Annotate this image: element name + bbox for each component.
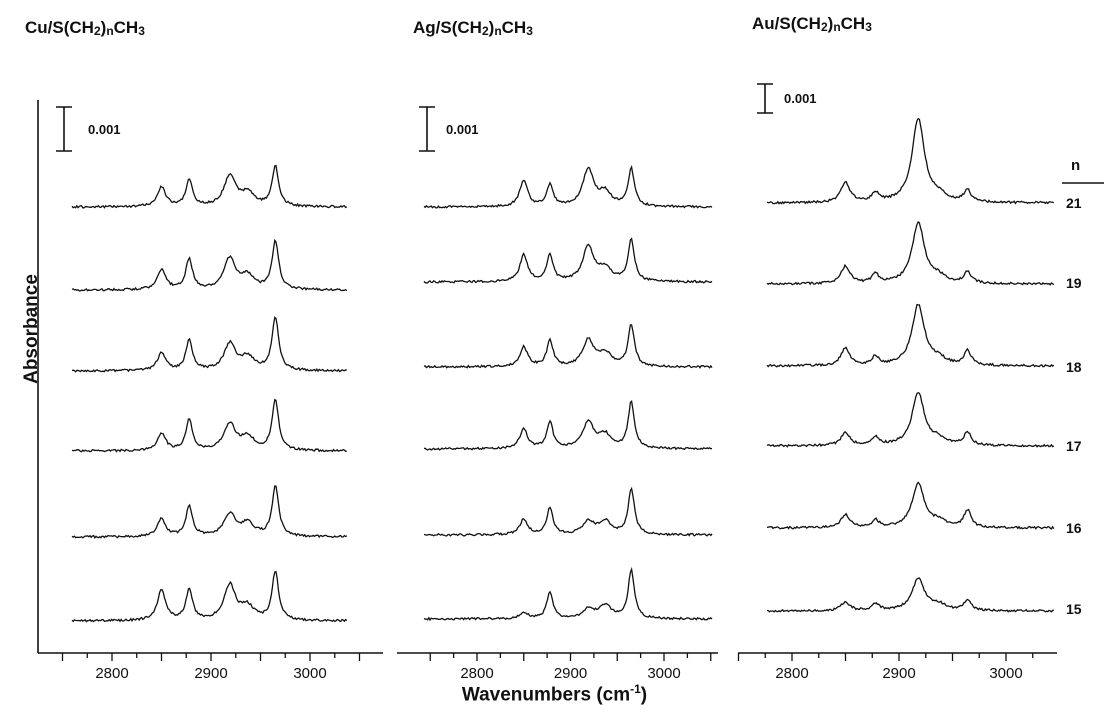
n-label: 18: [1066, 359, 1082, 375]
spectrum-cu-n21: [71, 164, 348, 209]
n-header: n: [1071, 157, 1081, 174]
spectrum-ag-n18: [423, 324, 713, 369]
spectrum-au-n21: [766, 117, 1055, 205]
spectrum-au-n15: [766, 577, 1054, 613]
spectrum-cu-n16: [71, 485, 348, 539]
spectrum-cu-n19: [71, 238, 348, 292]
x-tick-label: 2800: [460, 665, 493, 682]
x-tick-label: 2800: [775, 665, 808, 682]
panel-title-au: Au/S(CH2)nCH3: [752, 14, 872, 34]
x-tick-label: 2900: [882, 665, 915, 682]
spectrum-au-n16: [766, 481, 1055, 530]
panel-title-cu: Cu/S(CH2)nCH3: [25, 18, 145, 38]
scale-bar-ag: [419, 106, 435, 152]
scale-bar-au: [757, 83, 773, 114]
scale-bar-label-cu: 0.001: [88, 122, 121, 137]
spectrum-au-n18: [766, 303, 1055, 368]
spectrum-ag-n17: [423, 400, 713, 451]
n-label: 15: [1066, 601, 1082, 617]
spectrum-cu-n18: [72, 316, 348, 373]
n-label: 17: [1066, 438, 1082, 454]
spectrum-cu-n15: [71, 570, 348, 623]
x-tick-label: 2900: [554, 665, 587, 682]
spectrum-ag-n15: [423, 566, 713, 622]
n-label: 16: [1066, 520, 1082, 536]
scale-bar-cu: [56, 106, 72, 152]
n-label: 19: [1066, 275, 1082, 291]
scale-bar-label-ag: 0.001: [446, 122, 479, 137]
x-tick-label: 3000: [647, 665, 680, 682]
spectrum-ag-n19: [423, 237, 713, 284]
x-axis-label: Wavenumbers (cm-1): [461, 682, 648, 706]
spectrum-cu-n17: [71, 398, 347, 453]
x-tick-label: 3000: [293, 665, 326, 682]
x-tick-label: 2800: [95, 665, 128, 682]
x-tick-label: 3000: [989, 665, 1022, 682]
y-axis-label: Absorbance: [21, 274, 42, 384]
x-tick-label: 2900: [194, 665, 227, 682]
spectrum-ag-n21: [423, 164, 713, 209]
spectrum-au-n17: [766, 391, 1055, 448]
n-label: 21: [1066, 195, 1082, 211]
scale-bar-label-au: 0.001: [784, 91, 817, 106]
spectrum-ag-n16: [423, 486, 713, 537]
panel-title-ag: Ag/S(CH2)nCH3: [413, 18, 533, 38]
spectrum-au-n19: [766, 220, 1055, 286]
